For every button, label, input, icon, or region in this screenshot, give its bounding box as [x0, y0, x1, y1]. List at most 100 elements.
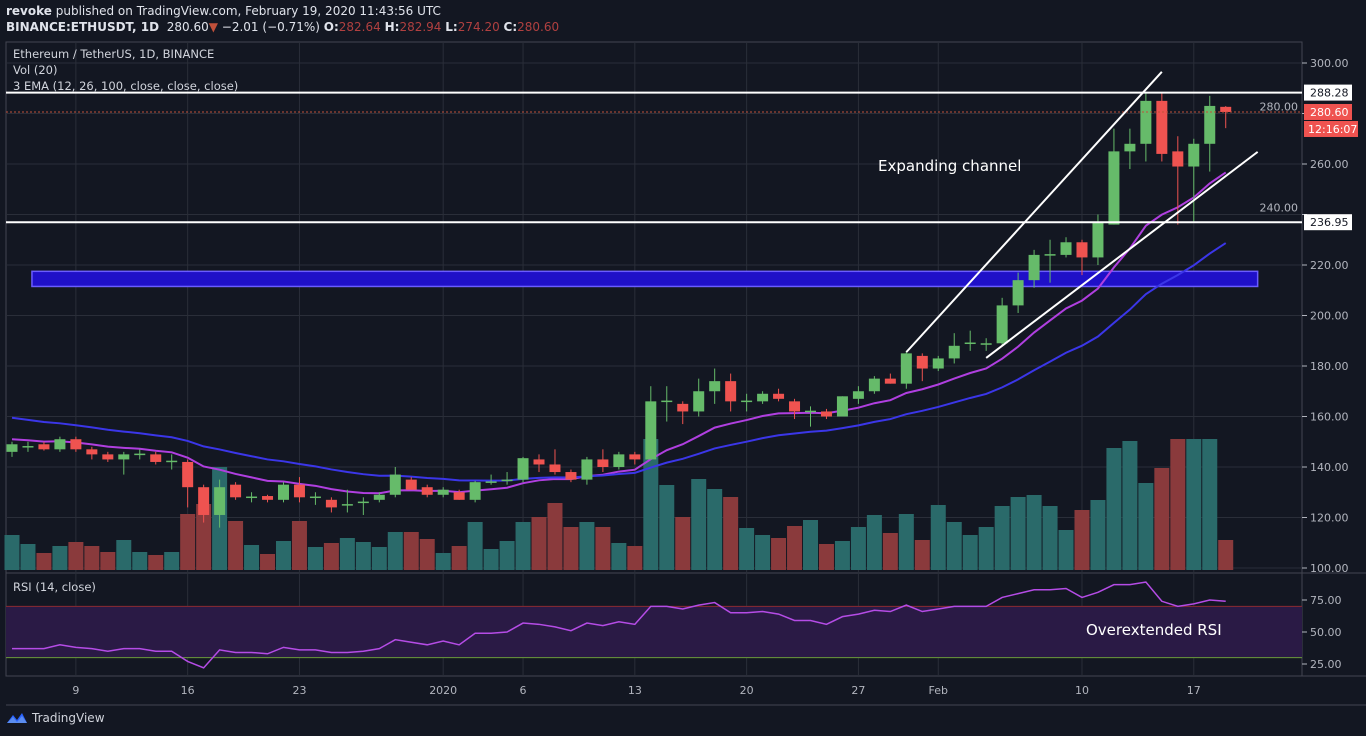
candle-body	[309, 496, 321, 499]
legend-volume[interactable]: Vol (20)	[13, 63, 58, 77]
x-tick-label: Feb	[929, 684, 948, 697]
volume-bar	[1042, 506, 1058, 570]
x-tick-label: 20	[740, 684, 754, 697]
last-price-box	[1304, 103, 1352, 120]
change: −2.01 (−0.71%)	[221, 20, 320, 34]
candle-body	[1140, 100, 1152, 144]
volume-bar	[291, 521, 307, 570]
candle-body	[757, 393, 769, 402]
volume-bar	[52, 546, 68, 570]
candle	[565, 469, 577, 483]
candle	[661, 386, 673, 422]
resistance-price-label: 288.28	[1310, 87, 1349, 100]
volume-bar	[1154, 468, 1170, 570]
x-tick-label: 6	[520, 684, 527, 697]
candle-body	[1060, 242, 1072, 255]
candle-body	[836, 396, 848, 417]
legend-ema[interactable]: 3 EMA (12, 26, 100, close, close, close)	[13, 79, 239, 93]
candle	[581, 456, 593, 485]
volume-bar	[20, 544, 36, 570]
candle-body	[1012, 280, 1024, 306]
volume-bar	[323, 543, 339, 570]
candle	[789, 398, 801, 420]
candle-body	[741, 400, 753, 403]
candle	[1012, 272, 1024, 313]
volume-bar	[962, 535, 978, 570]
y-tick-label: 100.00	[1310, 562, 1349, 575]
candle-body	[1124, 143, 1136, 152]
volume-bar	[1090, 500, 1106, 570]
candle	[1172, 136, 1184, 225]
candle	[645, 386, 657, 460]
candle	[964, 330, 976, 351]
volume-bar	[483, 549, 499, 570]
candle	[405, 477, 417, 490]
candle	[389, 467, 401, 498]
candle	[421, 484, 433, 498]
channel-trendline[interactable]	[905, 71, 1163, 353]
candle-body	[389, 474, 401, 495]
volume-bar	[978, 527, 994, 570]
low-label: L:	[445, 20, 458, 34]
volume-bar	[515, 522, 531, 570]
candle-body	[661, 400, 673, 403]
volume-bar	[579, 522, 595, 570]
volume-bar	[994, 506, 1010, 570]
candle	[629, 451, 641, 465]
volume-bar	[1010, 497, 1026, 570]
candle-body	[581, 459, 593, 480]
support-zone	[31, 270, 1259, 288]
candle-body	[102, 454, 114, 460]
candle-body	[118, 454, 130, 460]
volume-bar	[180, 514, 196, 570]
legend-title[interactable]: Ethereum / TetherUS, 1D, BINANCE	[13, 47, 215, 61]
candle	[836, 396, 848, 417]
candle	[22, 441, 34, 452]
candle	[725, 373, 737, 412]
candle-body	[868, 378, 880, 392]
last-price: 280.60	[166, 20, 209, 34]
candle-body	[373, 494, 385, 500]
volume-bar	[563, 527, 579, 570]
candle-body	[277, 484, 289, 500]
volume-bar	[611, 543, 627, 570]
publish-text: published on TradingView.com, February 1…	[55, 4, 441, 18]
annotation-expanding-channel[interactable]: Expanding channel	[878, 157, 1022, 175]
support-price-label: 236.95	[1310, 216, 1349, 229]
candle-body	[501, 479, 513, 482]
volume-bar	[850, 527, 866, 570]
annotation-overextended-rsi[interactable]: Overextended RSI	[1086, 621, 1222, 639]
x-tick-label: 16	[181, 684, 195, 697]
candle	[198, 484, 210, 523]
candle-body	[629, 454, 641, 460]
volume-bar	[164, 552, 180, 570]
candle-body	[852, 391, 864, 399]
candle	[1060, 237, 1072, 258]
volume-bar	[339, 538, 355, 570]
volume-bar	[882, 533, 898, 570]
candle-body	[964, 342, 976, 345]
rsi-line	[12, 581, 1226, 669]
y-tick-label: 120.00	[1310, 512, 1349, 525]
candle-body	[6, 444, 18, 452]
candle-body	[293, 484, 305, 498]
candle-body	[549, 464, 561, 473]
x-tick-label: 27	[851, 684, 865, 697]
channel-trendline[interactable]	[985, 151, 1259, 359]
author[interactable]: revoke	[6, 4, 52, 18]
candle	[262, 494, 274, 503]
volume-bar	[275, 541, 291, 570]
volume-bar	[100, 552, 116, 570]
footer-brand[interactable]: TradingView	[6, 711, 105, 725]
candle-body	[517, 458, 529, 480]
candle-body	[996, 305, 1008, 344]
volume-bar	[116, 540, 132, 570]
volume-bar	[1218, 540, 1234, 570]
legend-rsi[interactable]: RSI (14, close)	[13, 580, 96, 594]
volume-bar	[771, 538, 787, 570]
y-tick-label: 240.00	[1260, 202, 1299, 215]
x-tick-label: 2020	[429, 684, 457, 697]
ema-26-line	[11, 242, 1227, 482]
candle-body	[1172, 151, 1184, 167]
